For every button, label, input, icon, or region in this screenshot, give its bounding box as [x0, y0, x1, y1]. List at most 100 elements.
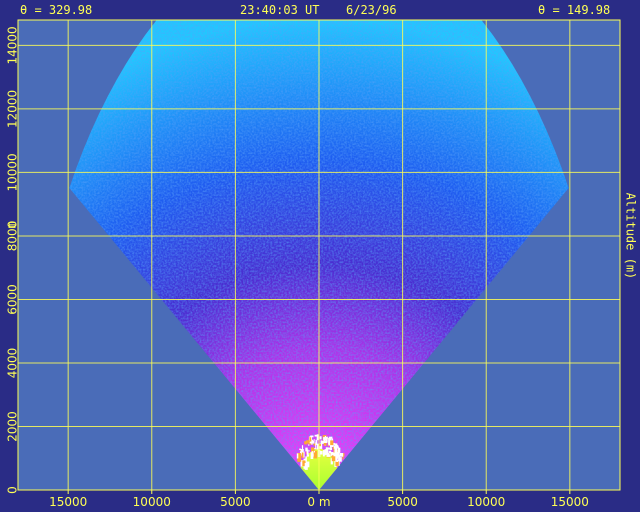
cloud-echo-mark	[312, 452, 314, 454]
cloud-echo-mark	[328, 436, 333, 439]
x-tick-label: 0 m	[307, 495, 330, 509]
cloud-echo-mark	[325, 437, 328, 443]
cloud-echo-mark	[324, 449, 329, 455]
x-tick-label: 5000	[220, 495, 251, 509]
cloud-echo-mark	[319, 443, 323, 449]
cloud-echo-mark	[300, 449, 304, 452]
cloud-echo-mark	[328, 437, 331, 445]
cloud-echo-mark	[313, 443, 316, 446]
y-tick-label: 12000	[6, 90, 20, 128]
cloud-echo-mark	[333, 448, 335, 453]
cloud-echo-mark	[336, 460, 339, 462]
cloud-echo-mark	[330, 444, 334, 447]
cloud-echo-mark	[330, 440, 334, 446]
cloud-echo-mark	[337, 447, 341, 453]
cloud-echo-mark	[320, 440, 322, 445]
cloud-echo-mark	[320, 451, 323, 455]
cloud-echo-mark	[316, 434, 319, 441]
cloud-echo-mark	[325, 447, 329, 450]
cloud-echo-mark	[299, 448, 302, 450]
x-tick-label: 5000	[387, 495, 418, 509]
cloud-echo-mark	[322, 451, 326, 456]
cloud-echo-mark	[303, 458, 307, 461]
cloud-echo-mark	[339, 457, 342, 462]
right-angle-readout: θ = 149.98	[538, 3, 610, 17]
grid	[17, 19, 621, 491]
cloud-echo-mark	[301, 445, 304, 450]
cloud-echo-mark	[301, 452, 304, 458]
y-tick-label: 14000	[6, 26, 20, 64]
cloud-echo-mark	[331, 455, 336, 462]
x-tick-label: 15000	[551, 495, 589, 509]
cloud-echo-mark	[296, 453, 299, 459]
y-tick-label: 10000	[6, 153, 20, 191]
cloud-echo-mark	[303, 465, 306, 469]
left-angle-readout: θ = 329.98	[20, 3, 92, 17]
cloud-echo-mark	[300, 450, 303, 455]
cloud-echo-mark	[323, 438, 325, 444]
cloud-echo-mark	[310, 435, 314, 438]
x-tick-label: 10000	[467, 495, 505, 509]
cloud-echo-mark	[306, 450, 310, 452]
cloud-echo-mark	[309, 441, 312, 444]
cloud-echo-mark	[340, 453, 344, 457]
cloud-echo-mark	[303, 451, 305, 458]
x-tick-label: 15000	[49, 495, 87, 509]
cloud-echo-mark	[306, 452, 309, 457]
cloud-echo-mark	[319, 436, 322, 440]
cloud-echo-mark	[312, 440, 315, 444]
cloud-echo-mark	[323, 440, 328, 444]
cloud-echo-mark	[313, 450, 318, 454]
y-tick-label: 0	[6, 486, 20, 494]
cloud-echo-mark	[315, 442, 317, 449]
cloud-echo-mark	[326, 453, 330, 457]
cloud-echo-mark	[334, 458, 338, 462]
y-tick-label: 8000	[6, 221, 20, 252]
y-axis-title: Altitude (m)	[624, 193, 638, 280]
cloud-echo-mark	[306, 440, 310, 444]
cloud-echo-mark	[336, 462, 339, 465]
cloud-echo-mark	[320, 440, 325, 444]
cloud-echo-mark	[323, 443, 327, 446]
date-readout: 6/23/96	[346, 3, 397, 17]
y-axis-ticks: 0 2000 4000 6000 8000 10000 12000 14000	[6, 26, 20, 494]
cloud-echo-mark	[314, 434, 318, 437]
cloud-echo-mark	[305, 461, 310, 468]
cloud-echo-mark	[311, 447, 315, 452]
cloud-echo-mark	[338, 454, 341, 461]
cloud-echo-mark	[315, 439, 318, 445]
cloud-echo-mark	[304, 441, 308, 445]
cloud-echo-mark	[305, 447, 308, 452]
cloud-echo-mark	[316, 443, 319, 450]
x-tick-label: 10000	[133, 495, 171, 509]
y-axis-unit-label: m	[5, 221, 19, 228]
cloud-echo-mark	[313, 448, 317, 450]
cloud-echo-mark	[331, 438, 334, 442]
cloud-echo-mark	[329, 447, 332, 451]
cloud-echo-marks	[296, 434, 345, 470]
cloud-echo-mark	[334, 446, 337, 453]
cloud-echo-mark	[306, 449, 309, 454]
cloud-echo-mark	[324, 436, 327, 439]
cloud-echo-mark	[328, 454, 331, 457]
cloud-echo-mark	[311, 439, 314, 444]
cloud-echo-mark	[333, 454, 338, 457]
cloud-echo-mark	[297, 453, 302, 459]
y-tick-label: 6000	[6, 284, 20, 315]
cloud-echo-mark	[328, 450, 332, 453]
cloud-echo-mark	[310, 452, 314, 459]
x-axis-ticks: 15000 10000 5000 0 m 5000 10000 15000	[49, 490, 589, 509]
cloud-echo-mark	[308, 444, 310, 446]
cloud-echo-mark	[323, 437, 327, 441]
cloud-echo-mark	[330, 452, 334, 456]
cloud-echo-mark	[302, 460, 306, 467]
cloud-echo-mark	[309, 436, 312, 441]
y-tick-label: 4000	[6, 348, 20, 379]
y-tick-label: 2000	[6, 411, 20, 442]
cloud-echo-mark	[330, 458, 333, 465]
timestamp-readout: 23:40:03 UT	[240, 3, 319, 17]
cloud-echo-mark	[319, 443, 321, 447]
cloud-echo-mark	[327, 447, 331, 450]
